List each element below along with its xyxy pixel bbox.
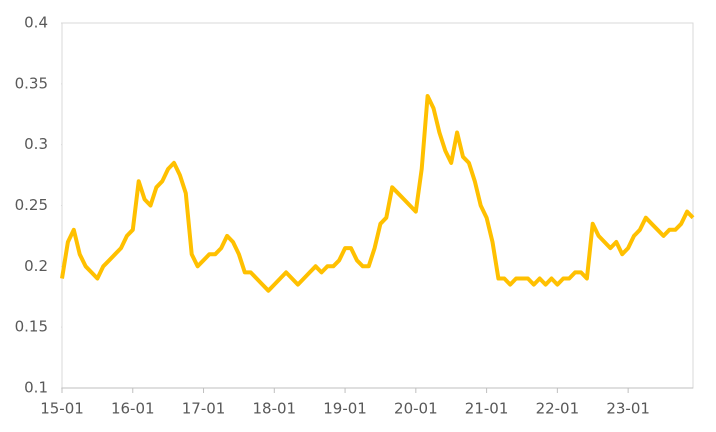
y-tick-label: 0.15 bbox=[15, 318, 48, 336]
line-series bbox=[60, 94, 695, 293]
y-tick-label: 0.35 bbox=[15, 74, 48, 92]
x-tick-label: 20-01 bbox=[394, 400, 438, 418]
y-tick-label: 0.1 bbox=[24, 379, 48, 397]
y-tick-label: 0.25 bbox=[15, 196, 48, 214]
x-tick-label: 23-01 bbox=[606, 400, 650, 418]
x-tick-label: 16-01 bbox=[111, 400, 155, 418]
x-tick-label: 17-01 bbox=[182, 400, 226, 418]
y-tick-label: 0.3 bbox=[24, 135, 48, 153]
x-tick-label: 19-01 bbox=[323, 400, 367, 418]
x-tick-label: 22-01 bbox=[536, 400, 580, 418]
x-tick-label: 15-01 bbox=[40, 400, 84, 418]
x-tick-label: 21-01 bbox=[465, 400, 509, 418]
y-tick-label: 0.2 bbox=[24, 257, 48, 275]
y-tick-label: 0.4 bbox=[24, 14, 48, 32]
plot-border bbox=[61, 22, 694, 389]
x-tick-label: 18-01 bbox=[253, 400, 297, 418]
